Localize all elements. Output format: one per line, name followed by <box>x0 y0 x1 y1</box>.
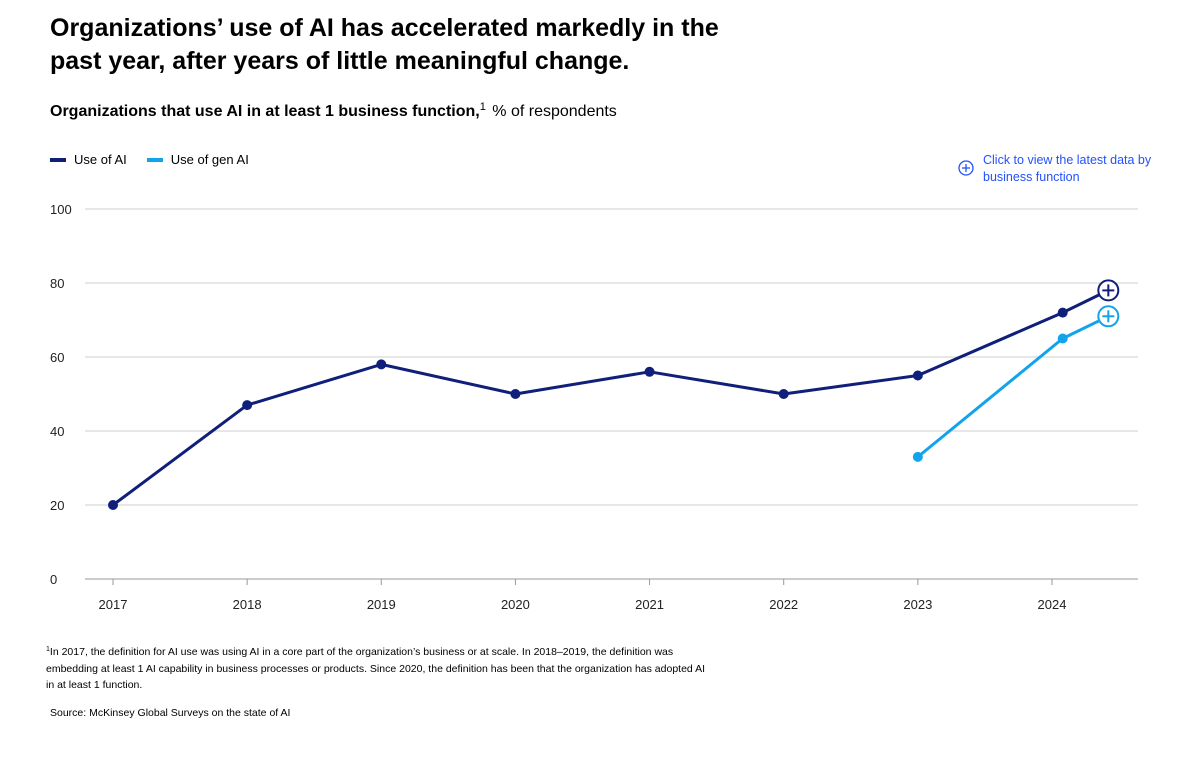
x-tick-label-2020: 2020 <box>501 597 530 612</box>
y-tick-label-20: 20 <box>50 498 64 513</box>
legend: Use of AI Use of gen AI <box>50 152 249 167</box>
footnote: 1In 2017, the definition for AI use was … <box>46 642 706 694</box>
footnote-text: In 2017, the definition for AI use was u… <box>46 646 706 691</box>
chart-title: Organizations’ use of AI has accelerated… <box>50 14 719 75</box>
y-tick-label-0: 0 <box>50 572 57 587</box>
data-point-use-of-ai-3 <box>510 389 521 399</box>
subtitle-units: % of respondents <box>492 103 617 120</box>
y-tick-label-100: 100 <box>50 202 72 217</box>
data-point-use-of-ai-5 <box>778 389 789 399</box>
line-chart: 0 20 40 60 80 100 2017 2018 2019 2020 2021 2022 2023… <box>50 202 1138 612</box>
plus-circle-icon <box>958 160 974 176</box>
y-tick-label-60: 60 <box>50 350 64 365</box>
data-point-use-of-ai-4 <box>644 366 655 377</box>
data-point-use-of-ai-7 <box>1057 307 1068 318</box>
data-point-use-of-ai-2 <box>376 359 387 370</box>
series-line-use-of-ai <box>112 289 1109 507</box>
footnote-marker: 1 <box>46 646 50 653</box>
source-note: Source: McKinsey Global Surveys on the s… <box>50 707 291 719</box>
x-tick-label-2017: 2017 <box>99 597 128 612</box>
x-tick-label-2019: 2019 <box>367 597 396 612</box>
legend-swatch-use-of-gen-ai <box>146 157 163 162</box>
data-point-use-of-ai-0 <box>108 500 118 510</box>
legend-swatch-use-of-ai <box>50 157 66 162</box>
data-point-use-of-ai-1 <box>242 400 253 411</box>
x-tick-label-2024: 2024 <box>1038 597 1067 612</box>
legend-item-use-of-gen-ai: Use of gen AI <box>146 152 249 167</box>
x-tick-label-2023: 2023 <box>903 597 932 612</box>
subtitle-bold: Organizations that use AI in at least 1 … <box>50 103 480 120</box>
data-point-use-of-gen-ai-0 <box>912 451 923 462</box>
series-line-use-of-gen-ai <box>916 314 1109 459</box>
data-point-use-of-gen-ai-1 <box>1057 333 1068 344</box>
legend-label-use-of-gen-ai: Use of gen AI <box>170 152 249 167</box>
y-tick-label-80: 80 <box>50 276 64 291</box>
x-tick-label-2021: 2021 <box>635 597 664 612</box>
legend-label-use-of-ai: Use of AI <box>74 152 127 167</box>
data-point-use-of-ai-6 <box>912 370 923 381</box>
view-latest-data-label: Click to view the latest data by busines… <box>983 153 1152 184</box>
chart-subtitle: Organizations that use AI in at least 1 … <box>50 96 617 123</box>
x-tick-label-2018: 2018 <box>233 597 262 612</box>
x-tick-label-2022: 2022 <box>769 597 798 612</box>
subtitle-footnote-marker: 1 <box>479 101 486 113</box>
legend-item-use-of-ai: Use of AI <box>50 152 127 167</box>
y-tick-label-40: 40 <box>50 424 64 439</box>
view-latest-data-link[interactable]: Click to view the latest data by busines… <box>958 152 1158 186</box>
